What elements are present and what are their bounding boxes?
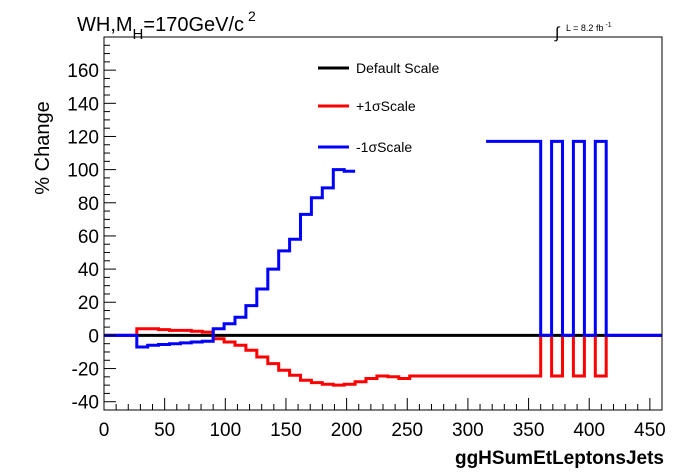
legend-entry-label: Default Scale: [356, 60, 439, 76]
x-tick-label: 300: [452, 420, 484, 441]
y-tick-label: 20: [78, 293, 99, 314]
luminosity-label: ∫ L = 8.2 fb -1: [554, 22, 612, 42]
y-tick-label: -20: [72, 360, 99, 381]
y-tick-label: 140: [67, 94, 99, 115]
x-tick-label: 200: [331, 420, 363, 441]
y-tick-label: 0: [88, 326, 99, 347]
y-axis-label: % Change: [32, 101, 54, 194]
y-tick-label: 40: [78, 260, 99, 281]
chart-title: WH,MH=170GeV/c 2: [77, 8, 256, 43]
ticks-layer: 0 50 100 150 200 250 300 350 400 450 -40 -20 0 20 40 60…: [67, 36, 666, 441]
series-layer: [104, 139, 662, 387]
x-tick-label: 100: [209, 420, 241, 441]
x-tick-label: 150: [270, 420, 302, 441]
y-tick-label: 160: [67, 61, 99, 82]
x-tick-label: 450: [634, 420, 666, 441]
x-tick-label: 0: [99, 420, 110, 441]
legend-entry-label: +1σScale: [356, 98, 416, 114]
x-tick-label: 250: [391, 420, 423, 441]
x-tick-label: 50: [154, 420, 175, 441]
x-tick-label: 350: [513, 420, 545, 441]
y-tick-label: 80: [78, 194, 99, 215]
series-line-3: [104, 139, 662, 349]
y-tick-label: 60: [78, 227, 99, 248]
lumi-text: L = 8.2 fb -1: [566, 22, 612, 33]
legend: Default Scale +1σScale -1σScale: [318, 60, 439, 155]
x-tick-label: 400: [573, 420, 605, 441]
y-tick-label: 100: [67, 161, 99, 182]
x-axis-label: ggHSumEtLeptonsJets: [455, 448, 664, 469]
integral-symbol: ∫: [554, 25, 561, 42]
y-tick-label: 120: [67, 127, 99, 148]
legend-entry-label: -1σScale: [356, 139, 412, 155]
y-tick-label: -40: [72, 393, 99, 414]
